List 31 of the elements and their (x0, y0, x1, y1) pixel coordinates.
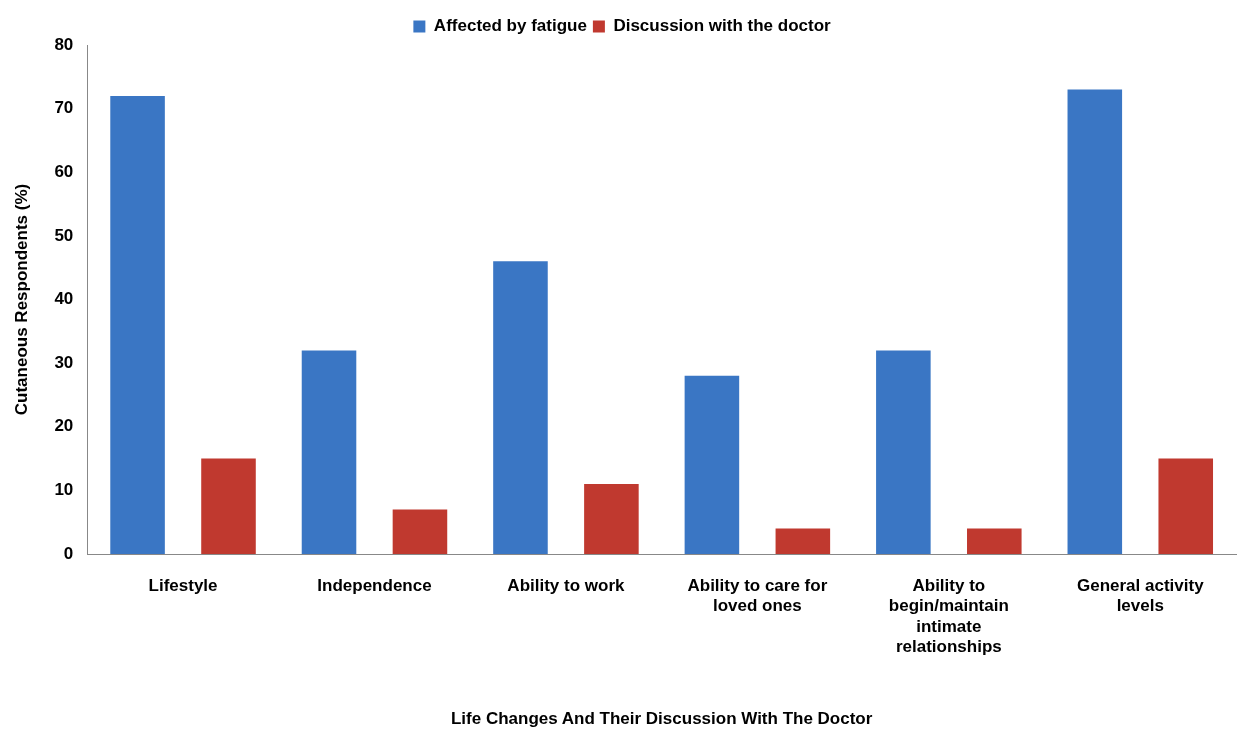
bar (110, 95, 165, 554)
bar (876, 350, 931, 554)
bar (1158, 458, 1214, 554)
legend-label: Affected by fatigue (433, 16, 587, 36)
y-tick-label: 30 (54, 352, 74, 372)
bar (301, 350, 357, 554)
x-tick-label: Ability to begin/maintain intimate relationships (888, 575, 1009, 657)
bar (775, 528, 831, 554)
legend-label: Discussion with the doctor (613, 16, 832, 36)
x-tick-label: General activity levels (1076, 575, 1205, 616)
bar (1067, 89, 1123, 554)
y-tick-label: 60 (54, 161, 74, 181)
y-tick-label: 10 (54, 480, 74, 500)
bar (201, 458, 256, 554)
y-tick-label: 70 (54, 98, 74, 118)
bar (967, 528, 1022, 554)
x-tick-label: Independence (317, 575, 432, 595)
bar (392, 509, 448, 554)
y-tick-label: 50 (54, 225, 74, 245)
y-tick-label: 20 (54, 416, 74, 436)
x-tick-label: Ability to care for loved ones (687, 575, 828, 616)
y-axis-title: Cutaneous Respondents (%) (11, 183, 31, 416)
y-tick-label: 80 (54, 34, 74, 54)
bar (584, 484, 639, 554)
bar (493, 261, 548, 554)
y-tick-label: 40 (54, 289, 74, 309)
x-tick-label: Lifestyle (148, 575, 218, 595)
x-axis-title: Life Changes And Their Discussion With The Doctor (450, 709, 873, 729)
y-tick-label: 0 (63, 543, 74, 563)
x-tick-label: Ability to work (507, 575, 626, 595)
bar (684, 375, 740, 554)
